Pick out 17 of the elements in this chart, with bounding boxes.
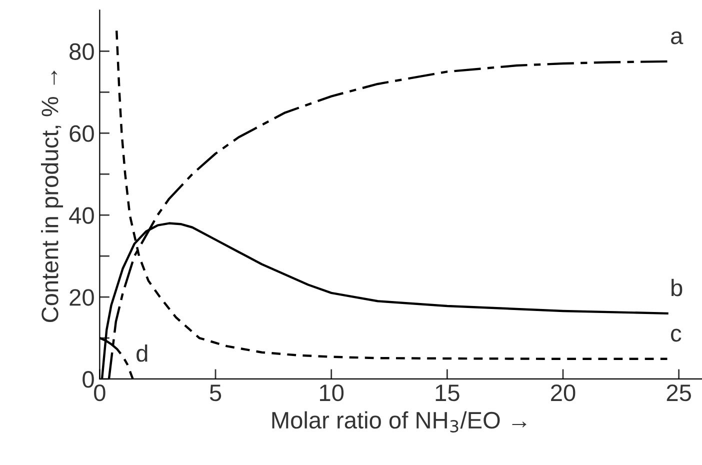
y-tick-label: 20 bbox=[70, 289, 94, 306]
y-tick-label: 60 bbox=[70, 125, 94, 142]
y-tick-label: 0 bbox=[82, 371, 94, 388]
x-tick-label: 10 bbox=[320, 384, 344, 402]
x-tick-label: 25 bbox=[666, 384, 691, 402]
x-tick-label: 0 bbox=[94, 384, 106, 402]
y-axis-title: Content in product, % → bbox=[40, 70, 64, 322]
y-tick-label: 80 bbox=[70, 43, 94, 60]
series-label: a bbox=[671, 31, 684, 44]
x-tick-label: 20 bbox=[551, 384, 576, 402]
series-label: c bbox=[671, 328, 682, 342]
x-tick-label: 15 bbox=[436, 384, 460, 402]
x-tick-label: 5 bbox=[210, 384, 222, 402]
y-tick-label: 40 bbox=[69, 207, 94, 224]
x-axis-title: Molar ratio of NH$_{3}$/EO → bbox=[272, 411, 526, 432]
series-label: d bbox=[136, 344, 148, 362]
series-label: b bbox=[672, 278, 682, 296]
